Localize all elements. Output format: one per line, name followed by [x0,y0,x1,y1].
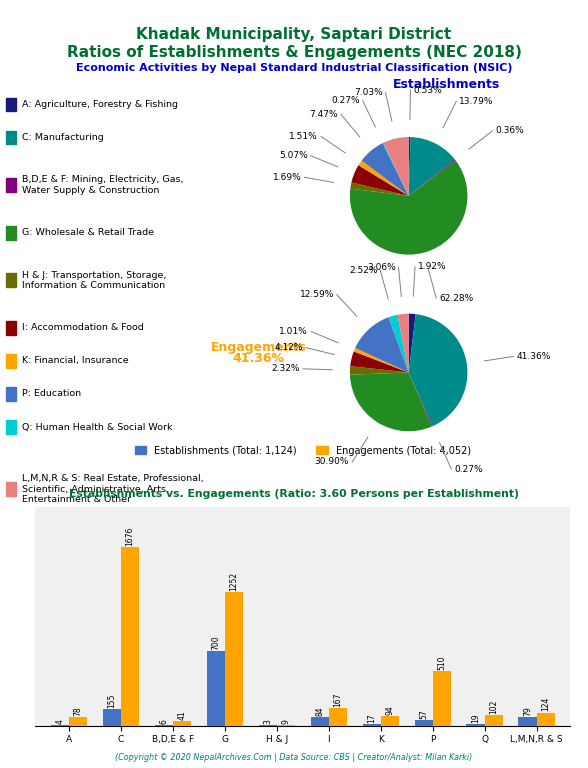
Wedge shape [355,317,409,372]
Text: 7.47%: 7.47% [309,110,338,119]
Wedge shape [409,372,433,426]
Text: 510: 510 [437,656,446,670]
Text: 84: 84 [315,706,324,716]
Text: Establishments: Establishments [393,78,500,91]
Text: 41: 41 [178,710,186,720]
Wedge shape [354,348,409,372]
Text: 79: 79 [523,707,532,717]
Bar [363,724,381,726]
Text: 0.27%: 0.27% [331,96,360,105]
Text: 167: 167 [333,693,342,707]
Wedge shape [383,137,409,196]
Text: 0.53%: 0.53% [413,85,442,94]
Text: 1.69%: 1.69% [273,173,302,182]
Text: 0.27%: 0.27% [455,465,483,474]
Text: 102: 102 [489,700,498,713]
Text: 2.52%: 2.52% [349,266,377,275]
Text: 13.79%: 13.79% [459,97,494,106]
Text: Ratios of Establishments & Engagements (NEC 2018): Ratios of Establishments & Engagements (… [66,45,522,60]
Wedge shape [362,143,409,196]
Wedge shape [350,183,409,196]
Text: Khadak Municipality, Saptari District: Khadak Municipality, Saptari District [136,27,452,42]
Bar [381,716,399,726]
Text: 4: 4 [55,720,65,724]
Bar [537,713,554,726]
Wedge shape [350,161,467,255]
Wedge shape [409,314,467,426]
Bar [466,723,485,726]
Text: 1252: 1252 [229,572,239,591]
Bar [173,721,191,726]
Bar [310,717,329,726]
Bar [485,715,503,726]
Bar [277,725,295,726]
Wedge shape [397,313,409,372]
Bar [415,720,433,726]
Text: L,M,N,R & S: Real Estate, Professional,
Scientific, Administrative, Arts,
Entert: L,M,N,R & S: Real Estate, Professional, … [22,475,204,504]
Text: K: Financial, Insurance: K: Financial, Insurance [22,356,129,366]
Text: 7.03%: 7.03% [354,88,383,97]
Text: 2.32%: 2.32% [272,364,300,373]
Text: Establishments vs. Engagements (Ratio: 3.60 Persons per Establishment): Establishments vs. Engagements (Ratio: 3… [69,489,519,499]
Text: I: Accommodation & Food: I: Accommodation & Food [22,323,144,333]
Text: 3.06%: 3.06% [367,263,396,272]
Text: Economic Activities by Nepal Standard Industrial Classification (NSIC): Economic Activities by Nepal Standard In… [76,63,512,73]
Text: Q: Human Health & Social Work: Q: Human Health & Social Work [22,422,173,432]
Text: 1.51%: 1.51% [289,132,318,141]
Wedge shape [359,161,409,196]
Text: 30.90%: 30.90% [315,458,349,466]
Text: 12.59%: 12.59% [299,290,334,300]
Wedge shape [350,352,409,372]
Wedge shape [383,143,409,196]
Wedge shape [409,137,455,196]
Text: G: Wholesale & Retail Trade: G: Wholesale & Retail Trade [22,228,154,237]
Bar [207,651,225,726]
Text: 78: 78 [74,707,83,717]
Wedge shape [350,366,409,375]
Text: Engagements: Engagements [211,341,306,353]
Text: A: Agriculture, Forestry & Fishing: A: Agriculture, Forestry & Fishing [22,100,178,109]
Text: C: Manufacturing: C: Manufacturing [22,133,104,142]
Text: 155: 155 [108,694,116,708]
Bar [433,671,451,726]
Text: 5.07%: 5.07% [279,151,308,161]
Legend: Establishments (Total: 1,124), Engagements (Total: 4,052): Establishments (Total: 1,124), Engagemen… [131,442,475,459]
Wedge shape [389,315,409,372]
Bar [329,708,347,726]
Text: H & J: Transportation, Storage,
Information & Communication: H & J: Transportation, Storage, Informat… [22,270,167,290]
Text: P: Education: P: Education [22,389,82,399]
Text: 3: 3 [263,720,272,724]
Text: 124: 124 [541,697,550,711]
Bar [103,709,121,726]
Wedge shape [352,165,409,196]
Text: 1.92%: 1.92% [418,263,447,271]
Text: 41.36%: 41.36% [516,352,550,361]
Text: 1676: 1676 [126,526,135,546]
Text: 62.28%: 62.28% [439,293,473,303]
Bar [225,592,243,726]
Wedge shape [350,372,432,432]
Text: 17: 17 [367,713,376,723]
Text: 41.36%: 41.36% [233,353,285,365]
Text: 9: 9 [282,719,290,723]
Bar [519,717,537,726]
Text: 4.12%: 4.12% [275,343,303,352]
Wedge shape [409,137,410,196]
Text: 6: 6 [159,719,168,724]
Wedge shape [409,313,416,372]
Bar [121,547,139,726]
Text: B,D,E & F: Mining, Electricity, Gas,
Water Supply & Construction: B,D,E & F: Mining, Electricity, Gas, Wat… [22,175,184,195]
Text: 0.36%: 0.36% [495,127,524,135]
Text: 57: 57 [419,709,428,719]
Text: 94: 94 [385,705,395,715]
Text: 700: 700 [211,635,220,650]
Wedge shape [409,159,456,196]
Bar [69,717,87,726]
Text: 19: 19 [471,713,480,723]
Text: 1.01%: 1.01% [279,327,308,336]
Text: (Copyright © 2020 NepalArchives.Com | Data Source: CBS | Creator/Analyst: Milan : (Copyright © 2020 NepalArchives.Com | Da… [115,753,473,762]
